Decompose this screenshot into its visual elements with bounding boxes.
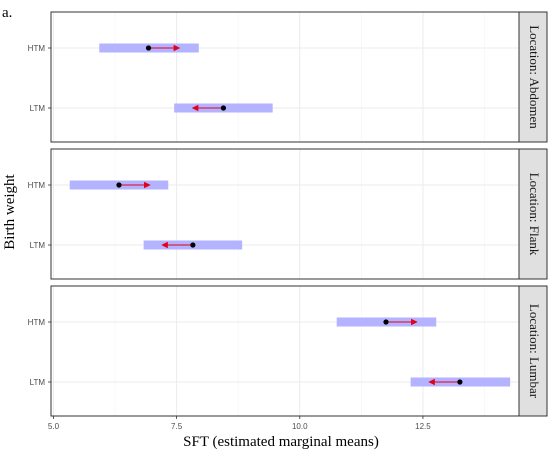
emmean-point (145, 45, 152, 51)
y-axis-label: Birth weight (2, 173, 18, 249)
panel-background (51, 286, 519, 416)
facet-panel: HTM LTM Location: Flank (28, 148, 548, 280)
y-tick-label: HTM (28, 318, 46, 327)
x-tick-label: 12.5 (415, 422, 431, 431)
panel-background (51, 149, 519, 279)
facet-strip-label: Location: Lumbar (527, 304, 542, 399)
facet-strip (518, 285, 548, 417)
facet-panel: HTM LTM Location: Lumbar (28, 285, 548, 417)
emmean-point (383, 319, 389, 325)
panel-background (51, 12, 519, 142)
emmean-point (190, 242, 196, 248)
panel-letter: a. (2, 5, 12, 21)
emmean-point (220, 105, 227, 111)
x-axis: 5.0 7.5 10.0 12.5 (48, 416, 431, 431)
panels-group: HTM LTM Location: Abdomen HTM LTM Location: F… (28, 11, 548, 417)
y-tick-label: LTM (30, 378, 46, 387)
y-tick-label: LTM (30, 104, 46, 113)
facet-strip (518, 11, 548, 143)
y-tick-label: HTM (28, 44, 46, 53)
x-axis-label: SFT (estimated marginal means) (183, 434, 379, 450)
emmean-point (116, 182, 122, 188)
y-tick-label: LTM (30, 241, 46, 250)
x-tick-label: 7.5 (171, 422, 183, 431)
x-tick-label: 10.0 (292, 422, 308, 431)
x-tick-label: 5.0 (48, 422, 60, 431)
facet-strip (518, 148, 548, 280)
facet-panel: HTM LTM Location: Abdomen (28, 11, 548, 143)
facet-strip-label: Location: Flank (527, 173, 542, 256)
y-tick-label: HTM (28, 181, 46, 190)
emmean-point (457, 379, 463, 385)
facet-strip-label: Location: Abdomen (527, 25, 542, 129)
